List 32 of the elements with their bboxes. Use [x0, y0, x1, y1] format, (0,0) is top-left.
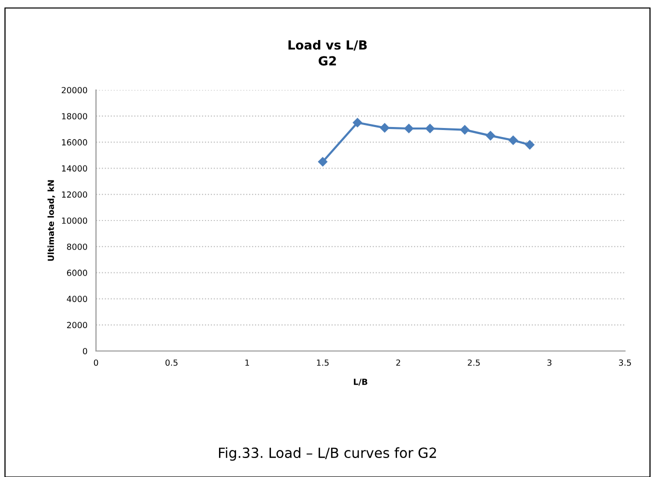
- x-tick-label: 3: [547, 359, 552, 366]
- point: [460, 125, 470, 134]
- point: [352, 118, 362, 128]
- x-tick-label: 0: [94, 359, 98, 366]
- point: [318, 157, 328, 166]
- x-tick-label: 2: [396, 359, 400, 366]
- chart-title: Load vs L/B G2: [288, 40, 367, 66]
- y-tick-label: 0: [82, 348, 88, 354]
- y-axis-title: Ultimate load, kN: [48, 180, 56, 261]
- x-tick-label: 1: [245, 360, 250, 366]
- x-tick-label: 3.5: [619, 359, 631, 366]
- x-axis-title: L/B: [354, 378, 368, 386]
- point: [404, 124, 414, 134]
- x-tick-label: 1.5: [317, 360, 329, 366]
- y-tick-label: 18000: [62, 113, 88, 120]
- x-tick-label: 0.5: [165, 359, 178, 366]
- y-tick-label: 2000: [67, 322, 88, 328]
- point: [425, 124, 435, 134]
- y-tick-label: 10000: [62, 217, 88, 224]
- y-tick-label: 20000: [62, 86, 88, 94]
- y-tick-label: 14000: [62, 165, 88, 172]
- y-tick-label: 6000: [67, 270, 88, 276]
- y-tick-label: 4000: [66, 296, 88, 302]
- x-tick-label: 2.5: [468, 359, 480, 366]
- point: [380, 123, 390, 132]
- point: [508, 136, 518, 145]
- point: [525, 140, 534, 150]
- y-tick-label: 12000: [62, 191, 88, 198]
- caption: Fig.33. Load – L/B curves for G2: [219, 447, 436, 461]
- point: [486, 131, 496, 140]
- y-tick-label: 8000: [67, 244, 88, 250]
- y-tick-label: 16000: [62, 139, 88, 146]
